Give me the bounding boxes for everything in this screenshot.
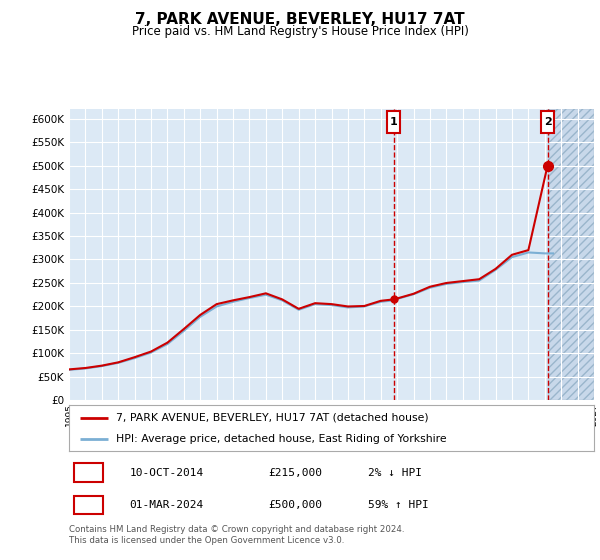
Bar bbox=[388, 111, 400, 133]
Text: 10-OCT-2014: 10-OCT-2014 bbox=[130, 468, 203, 478]
Bar bbox=[548, 109, 594, 400]
Text: 1: 1 bbox=[389, 117, 397, 127]
Text: £500,000: £500,000 bbox=[269, 500, 323, 510]
Text: 2: 2 bbox=[85, 500, 92, 510]
Text: £215,000: £215,000 bbox=[269, 468, 323, 478]
Text: 59% ↑ HPI: 59% ↑ HPI bbox=[368, 500, 429, 510]
Bar bbox=[548, 109, 594, 400]
Text: 1: 1 bbox=[85, 468, 92, 478]
Text: 7, PARK AVENUE, BEVERLEY, HU17 7AT (detached house): 7, PARK AVENUE, BEVERLEY, HU17 7AT (deta… bbox=[116, 413, 429, 423]
Bar bbox=[74, 496, 103, 515]
Bar bbox=[541, 111, 554, 133]
Text: 01-MAR-2024: 01-MAR-2024 bbox=[130, 500, 203, 510]
Text: 2% ↓ HPI: 2% ↓ HPI bbox=[368, 468, 422, 478]
Text: Price paid vs. HM Land Registry's House Price Index (HPI): Price paid vs. HM Land Registry's House … bbox=[131, 25, 469, 38]
Text: 7, PARK AVENUE, BEVERLEY, HU17 7AT: 7, PARK AVENUE, BEVERLEY, HU17 7AT bbox=[135, 12, 465, 27]
Text: 2: 2 bbox=[544, 117, 551, 127]
Text: HPI: Average price, detached house, East Riding of Yorkshire: HPI: Average price, detached house, East… bbox=[116, 435, 447, 444]
Text: Contains HM Land Registry data © Crown copyright and database right 2024.
This d: Contains HM Land Registry data © Crown c… bbox=[69, 525, 404, 545]
Bar bbox=[74, 463, 103, 482]
